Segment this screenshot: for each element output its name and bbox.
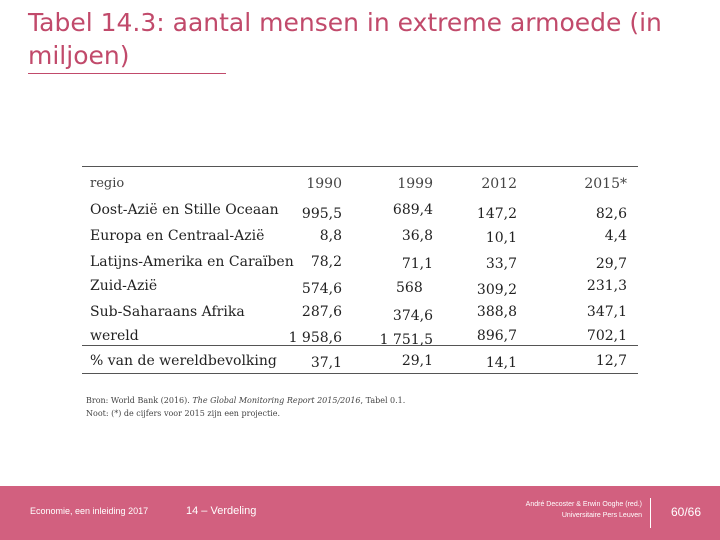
source-note: Bron: World Bank (2016). The Global Moni… [86,394,405,420]
page-number: 60/66 [670,505,702,519]
source-suffix: , Tabel 0.1. [360,396,406,405]
table-cell: 8,8 [319,228,342,244]
table-cell: 29,7 [595,256,627,272]
footer-divider [650,498,651,528]
table-cell: 689,4 [392,202,433,218]
table-cell: 37,1 [310,355,342,371]
header-regio: regio [90,176,125,191]
table-cell: 374,6 [392,308,433,324]
row-label: Oost-Azië en Stille Oceaan [90,202,279,218]
table-cell: 82,6 [595,206,627,222]
table-divider [82,345,638,346]
table-cell: 388,8 [476,304,517,320]
table-cell: 896,7 [476,328,517,344]
footer-book-title: Economie, een inleiding 2017 [30,506,149,516]
table-cell: 14,1 [485,355,517,371]
header-2012: 2012 [481,176,517,192]
poverty-table: regio 1990 1999 2012 2015* Oost-Azië en … [82,166,638,374]
table-header-row: regio 1990 1999 2012 2015* [82,171,638,197]
row-label: wereld [90,328,139,344]
table-row: Zuid-Azië 574,6 568 309,2 231,3 [82,273,638,299]
table-cell: 231,3 [586,278,627,294]
header-2015: 2015* [584,176,627,192]
source-title: The Global Monitoring Report 2015/2016 [192,396,361,405]
table-cell: 574,6 [301,281,342,297]
table-row: Sub-Saharaans Afrika 287,6 374,6 388,8 3… [82,299,638,325]
table-cell: 568 [396,280,423,296]
header-1999: 1999 [397,176,433,192]
table-row: wereld 1 958,6 1 751,5 896,7 702,1 [82,323,638,349]
table-cell: 1 751,5 [379,332,433,348]
row-label: Sub-Saharaans Afrika [90,304,245,320]
footer-publisher: Universitaire Pers Leuven [561,512,642,519]
table-cell: 36,8 [401,228,433,244]
table-row: Latijns-Amerika en Caraïben 78,2 71,1 33… [82,249,638,275]
page-title: Tabel 14.3: aantal mensen in extreme arm… [28,8,662,70]
row-label: % van de wereldbevolking [90,353,277,369]
table-row: Europa en Centraal-Azië 8,8 36,8 10,1 4,… [82,223,638,249]
table-cell: 147,2 [476,206,517,222]
source-prefix: Bron: World Bank (2016). [86,396,193,405]
footer-authors-line1: André Decoster & Erwin Ooghe (red.) [525,501,642,508]
source-line: Bron: World Bank (2016). The Global Moni… [86,394,405,407]
table-cell: 702,1 [586,328,627,344]
row-label: Europa en Centraal-Azië [90,228,265,244]
table-cell: 78,2 [310,254,342,270]
footer-bar: Economie, een inleiding 2017 14 – Verdel… [0,486,720,540]
projection-note: Noot: (*) de cijfers voor 2015 zijn een … [86,409,280,418]
table-cell: 1 958,6 [288,330,342,346]
table-cell: 309,2 [476,282,517,298]
table-cell: 4,4 [604,228,627,244]
table-cell: 347,1 [586,304,627,320]
footer-chapter: 14 – Verdeling [186,505,257,517]
title-underline [28,73,226,74]
table-cell: 287,6 [301,304,342,320]
table-cell: 10,1 [485,230,517,246]
table-cell: 29,1 [401,353,433,369]
row-label: Zuid-Azië [90,278,158,294]
table-cell: 12,7 [595,353,627,369]
table-cell: 71,1 [401,256,433,272]
table-cell: 995,5 [301,206,342,222]
footer-authors: André Decoster & Erwin Ooghe (red.) Univ… [460,499,642,521]
header-1990: 1990 [306,176,342,192]
table-row: % van de wereldbevolking 37,1 29,1 14,1 … [82,348,638,374]
row-label: Latijns-Amerika en Caraïben [90,254,294,270]
table-cell: 33,7 [485,256,517,272]
table-row: Oost-Azië en Stille Oceaan 995,5 689,4 1… [82,197,638,223]
